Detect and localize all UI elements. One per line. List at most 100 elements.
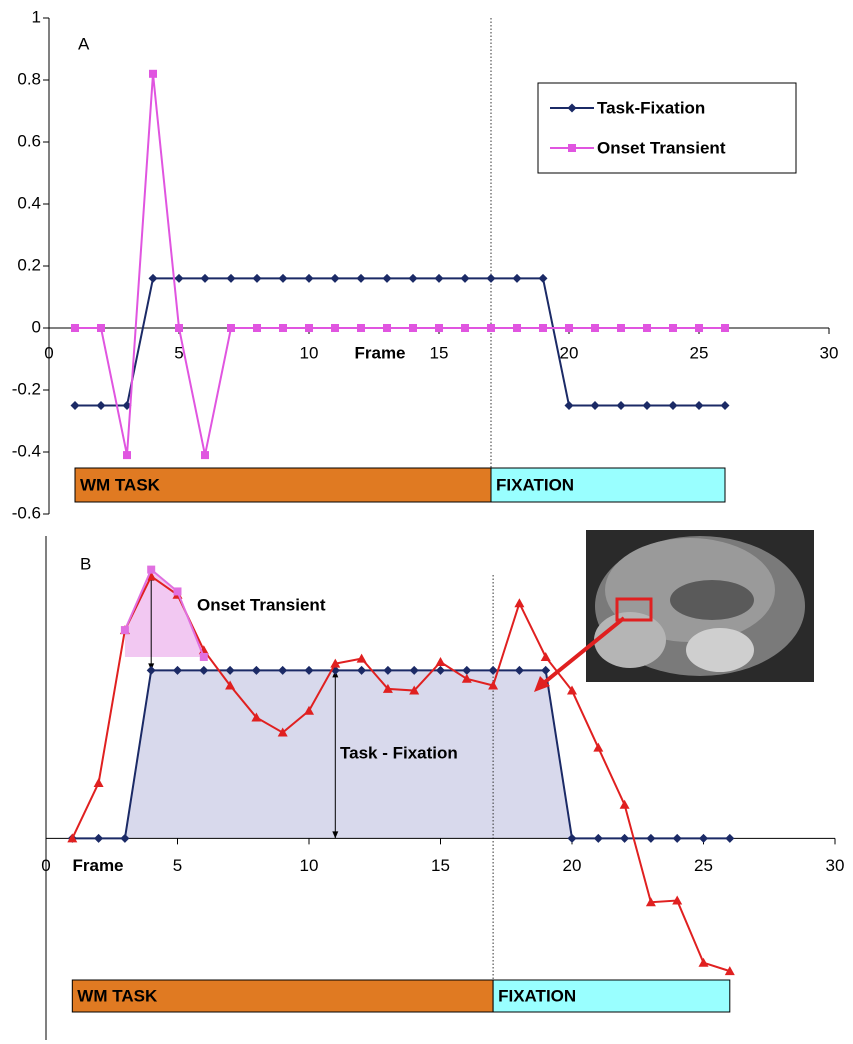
square-marker — [643, 324, 651, 332]
diamond-marker — [669, 401, 678, 410]
x-tick-label: 0 — [41, 856, 50, 875]
y-tick-label: 0.6 — [17, 131, 41, 150]
square-marker — [357, 324, 365, 332]
x-tick-label: 30 — [826, 856, 845, 875]
inset-ventricle — [670, 580, 754, 620]
square-marker — [409, 324, 417, 332]
square-marker — [383, 324, 391, 332]
x-tick-label: 15 — [431, 856, 450, 875]
diamond-marker — [620, 834, 629, 843]
diamond-marker — [201, 274, 210, 283]
diamond-marker — [435, 274, 444, 283]
diamond-marker — [617, 401, 626, 410]
diamond-marker — [646, 834, 655, 843]
diamond-marker — [305, 274, 314, 283]
diamond-marker — [695, 401, 704, 410]
triangle-marker — [620, 800, 630, 809]
square-marker — [201, 451, 209, 459]
annotation: Task - Fixation — [340, 743, 458, 762]
x-axis-label: Frame — [354, 343, 405, 362]
triangle-marker — [514, 598, 524, 607]
square-marker — [253, 324, 261, 332]
diamond-marker — [383, 274, 392, 283]
square-marker — [721, 324, 729, 332]
inset-brainstem — [686, 628, 754, 672]
square-marker — [617, 324, 625, 332]
diamond-marker — [409, 274, 418, 283]
diamond-marker — [94, 834, 103, 843]
diamond-marker — [461, 274, 470, 283]
diamond-marker — [175, 274, 184, 283]
diamond-marker — [643, 401, 652, 410]
x-tick-label: 10 — [300, 343, 319, 362]
legend-label: Task-Fixation — [597, 98, 705, 117]
square-marker — [487, 324, 495, 332]
y-tick-label: 1 — [32, 7, 41, 26]
phase-label: WM TASK — [77, 986, 158, 1005]
square-marker — [121, 626, 129, 634]
square-marker — [435, 324, 443, 332]
square-marker — [461, 324, 469, 332]
diamond-marker — [721, 401, 730, 410]
square-marker — [279, 324, 287, 332]
series-line — [75, 278, 725, 405]
x-tick-label: 30 — [820, 343, 839, 362]
diamond-marker — [539, 274, 548, 283]
square-marker — [97, 324, 105, 332]
x-tick-label: 5 — [173, 856, 182, 875]
triangle-marker — [357, 654, 367, 663]
page: {"chart_data": [ {"type": "line", "panel… — [0, 0, 853, 1044]
y-tick-label: -0.4 — [12, 441, 41, 460]
triangle-marker — [699, 958, 709, 967]
diamond-marker — [673, 834, 682, 843]
legend-label: Onset Transient — [597, 138, 726, 157]
phase-label: FIXATION — [498, 986, 576, 1005]
square-marker — [200, 653, 208, 661]
x-tick-label: 15 — [430, 343, 449, 362]
diamond-marker — [331, 274, 340, 283]
square-marker — [591, 324, 599, 332]
triangle-marker — [541, 652, 551, 661]
square-marker — [175, 324, 183, 332]
square-marker — [539, 324, 547, 332]
square-marker — [147, 566, 155, 574]
panel-label: B — [80, 554, 91, 573]
legend: Task-Fixation Onset Transient — [538, 83, 796, 173]
triangle-marker — [94, 778, 104, 787]
y-tick-label: 0.8 — [17, 69, 41, 88]
x-tick-label: 25 — [690, 343, 709, 362]
legend-marker — [568, 144, 576, 152]
phase-label: WM TASK — [80, 475, 161, 494]
diamond-marker — [357, 274, 366, 283]
x-tick-label: 20 — [560, 343, 579, 362]
square-marker — [174, 587, 182, 595]
triangle-marker — [436, 657, 446, 666]
square-marker — [71, 324, 79, 332]
diamond-marker — [699, 834, 708, 843]
x-tick-label: 10 — [300, 856, 319, 875]
x-tick-label: 25 — [694, 856, 713, 875]
area-fill — [125, 570, 204, 657]
square-marker — [565, 324, 573, 332]
x-tick-label: 0 — [44, 343, 53, 362]
brain-inset — [534, 530, 814, 692]
x-axis-label: Frame — [72, 856, 123, 875]
y-tick-label: 0.4 — [17, 193, 41, 212]
diamond-marker — [487, 274, 496, 283]
square-marker — [123, 451, 131, 459]
diamond-marker — [565, 401, 574, 410]
diamond-marker — [594, 834, 603, 843]
diamond-marker — [227, 274, 236, 283]
diamond-marker — [279, 274, 288, 283]
y-tick-label: -0.2 — [12, 379, 41, 398]
x-tick-label: 20 — [563, 856, 582, 875]
diamond-marker — [253, 274, 262, 283]
y-tick-label: -0.6 — [12, 503, 41, 522]
square-marker — [305, 324, 313, 332]
annotation: Onset Transient — [197, 595, 326, 614]
square-marker — [669, 324, 677, 332]
square-marker — [149, 70, 157, 78]
triangle-marker — [593, 743, 603, 752]
phase-label: FIXATION — [496, 475, 574, 494]
